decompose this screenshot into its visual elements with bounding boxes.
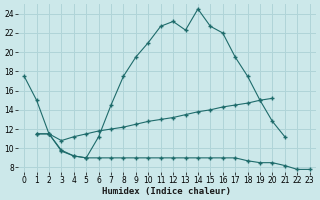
X-axis label: Humidex (Indice chaleur): Humidex (Indice chaleur): [102, 187, 231, 196]
